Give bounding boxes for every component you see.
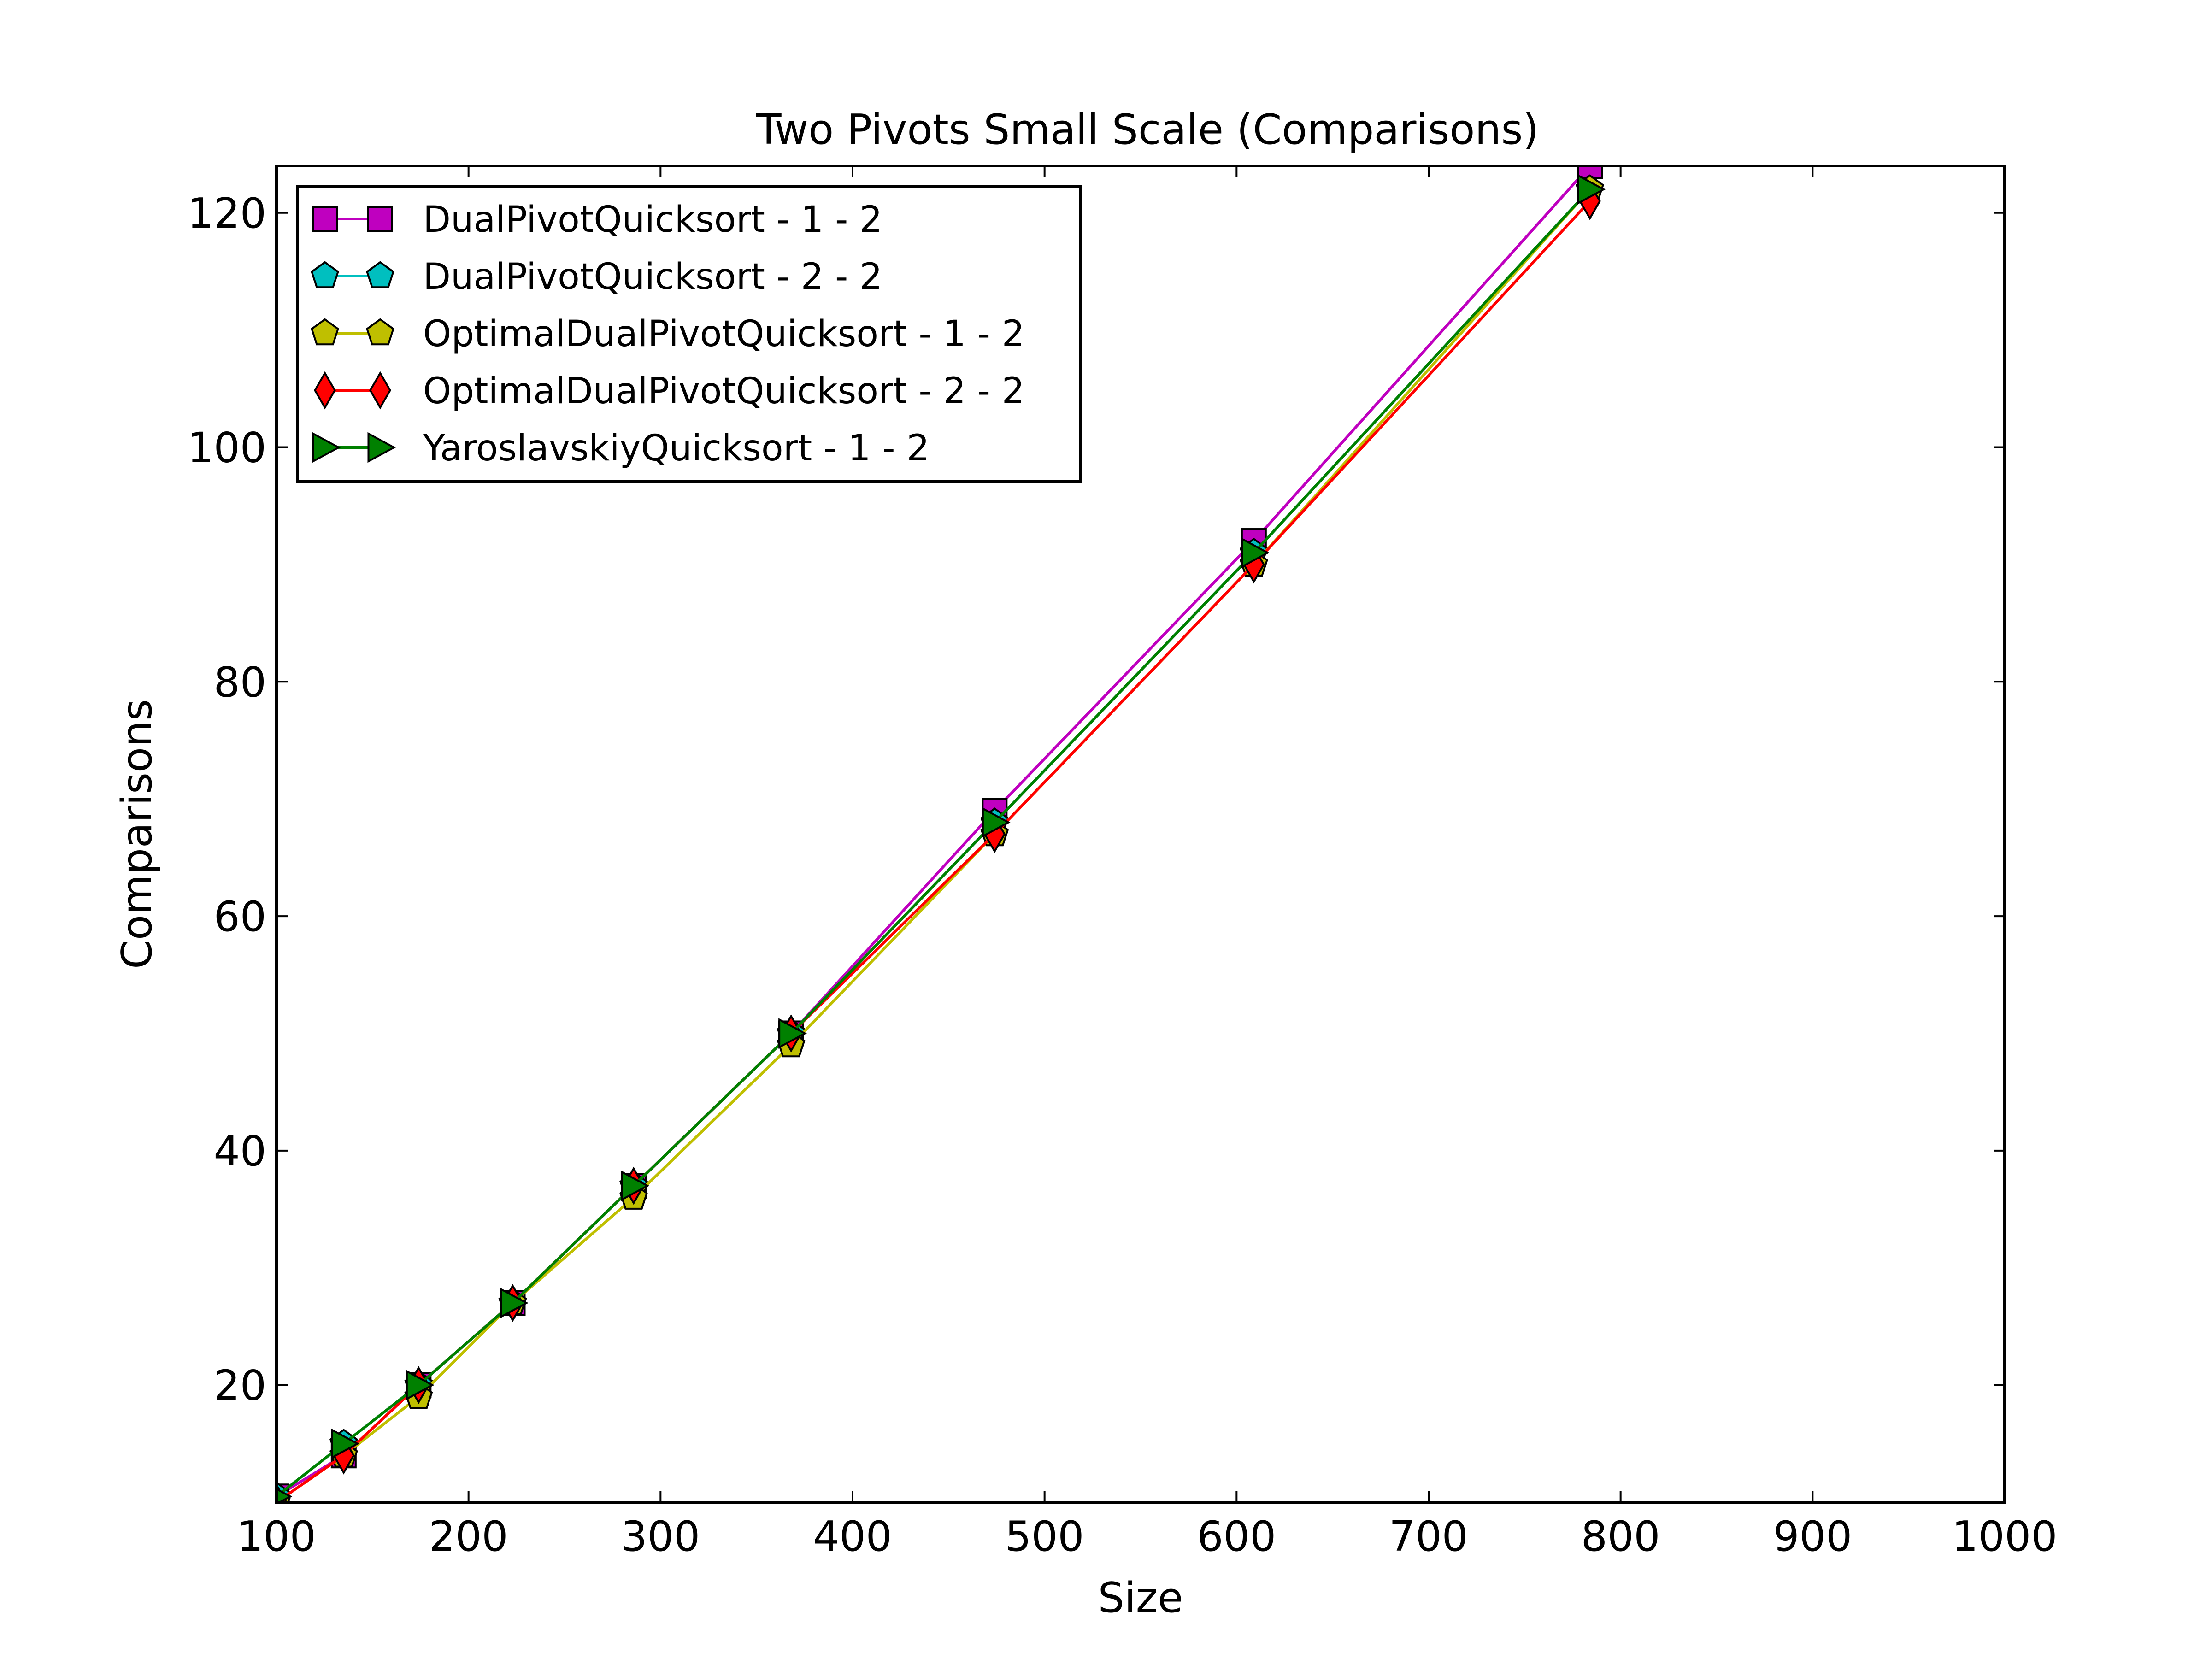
- x-tick-label: 400: [813, 1512, 892, 1561]
- legend-marker: [311, 318, 339, 346]
- data-point: [331, 1428, 360, 1459]
- x-tick-label: 200: [429, 1512, 508, 1561]
- legend-label: OptimalDualPivotQuicksort - 2 - 2: [423, 371, 1024, 412]
- x-tick-label: 800: [1581, 1512, 1660, 1561]
- plot-area: [276, 166, 1606, 1502]
- data-point: [406, 1370, 435, 1400]
- data-point: [500, 1288, 529, 1318]
- y-tick-label: 100: [187, 424, 266, 472]
- legend-label: YaroslavskiyQuicksort - 1 - 2: [423, 428, 930, 469]
- legend-marker: [369, 371, 391, 410]
- legend-marker: [367, 206, 393, 232]
- y-tick-label: 120: [187, 189, 266, 238]
- x-tick-label: 900: [1773, 1512, 1852, 1561]
- legend-marker: [366, 318, 394, 346]
- x-tick-label: 100: [237, 1512, 316, 1561]
- legend-item: DualPivotQuicksort - 1 - 2: [312, 199, 882, 241]
- x-tick-label: 1000: [1952, 1512, 2057, 1561]
- x-axis-label: Size: [1098, 1574, 1183, 1622]
- plot-frame: [275, 165, 2006, 1504]
- x-tick-label: 500: [1005, 1512, 1084, 1561]
- data-point: [778, 1018, 807, 1049]
- legend-marker: [314, 371, 336, 410]
- legend-frame: [296, 185, 1082, 483]
- legend: DualPivotQuicksort - 1 - 2 DualPivotQuick…: [296, 185, 1082, 483]
- legend-label: DualPivotQuicksort - 2 - 2: [423, 256, 882, 298]
- data-point: [1577, 174, 1606, 205]
- legend-item: DualPivotQuicksort - 2 - 2: [311, 256, 882, 298]
- legend-label: DualPivotQuicksort - 1 - 2: [423, 199, 882, 241]
- legend-marker: [367, 432, 396, 463]
- legend-item: YaroslavskiyQuicksort - 1 - 2: [312, 428, 930, 469]
- y-tick-label: 20: [213, 1362, 266, 1410]
- data-point: [982, 807, 1011, 838]
- legend-item: OptimalDualPivotQuicksort - 1 - 2: [311, 313, 1024, 355]
- legend-item: OptimalDualPivotQuicksort - 2 - 2: [314, 371, 1024, 412]
- legend-marker: [312, 432, 341, 463]
- x-tick-label: 700: [1389, 1512, 1468, 1561]
- data-point: [621, 1170, 650, 1201]
- axis-ticks: 100 200 300 400 500 600 700 800 900 1000 20 40 60 80 1…: [187, 166, 2058, 1561]
- y-tick-label: 40: [213, 1127, 266, 1176]
- series-5: [276, 174, 1606, 1502]
- x-tick-label: 600: [1197, 1512, 1276, 1561]
- chart-title: Two Pivots Small Scale (Comparisons): [755, 106, 1539, 154]
- y-axis-label: Comparisons: [113, 699, 161, 969]
- data-point: [1241, 537, 1270, 568]
- legend-marker: [311, 261, 339, 288]
- x-tick-label: 300: [621, 1512, 700, 1561]
- legend-marker: [366, 261, 394, 288]
- y-tick-label: 80: [213, 658, 266, 706]
- legend-marker: [312, 206, 338, 232]
- y-tick-label: 60: [213, 893, 266, 941]
- legend-label: OptimalDualPivotQuicksort - 1 - 2: [423, 313, 1024, 355]
